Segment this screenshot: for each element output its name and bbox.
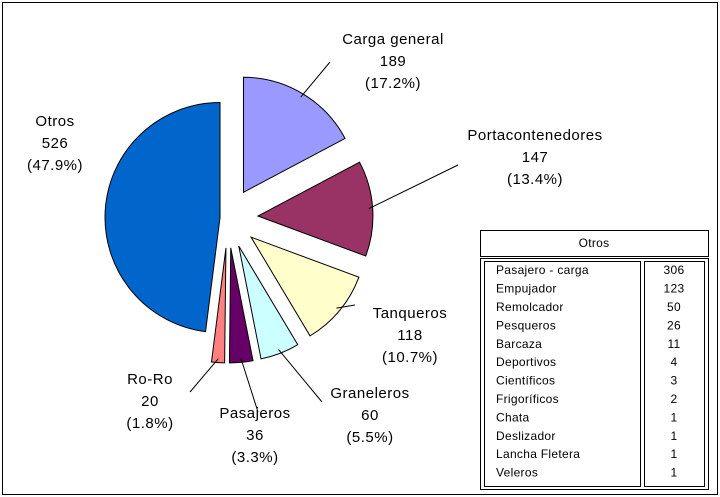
table-cell: Lancha Fletera — [496, 447, 580, 461]
table-cell: 4 — [671, 355, 678, 369]
slice-percent: (1.8%) — [126, 415, 173, 432]
table-title-box — [480, 230, 709, 257]
table-cell: Frigoríficos — [496, 392, 559, 406]
leader-line — [240, 358, 259, 413]
table-cell: 1 — [671, 466, 678, 480]
slice-value: 118 — [397, 327, 422, 344]
leader-line — [368, 164, 459, 210]
leader-line — [336, 304, 356, 309]
table-cell: Remolcador — [496, 300, 564, 314]
slice-label: Tanqueros — [373, 305, 448, 322]
table-name-column — [484, 261, 641, 487]
slice-percent: (5.5%) — [346, 429, 393, 446]
table-cell: Barcaza — [496, 337, 542, 351]
slice-percent: (10.7%) — [382, 349, 438, 366]
table-cell: 1 — [671, 429, 678, 443]
pie-slice — [242, 76, 346, 194]
pie-slice — [228, 247, 254, 364]
slice-label: Otros — [35, 113, 74, 130]
table-box — [480, 258, 709, 490]
table-value-column — [644, 261, 705, 487]
table-cell: 3 — [671, 374, 678, 388]
slice-label: Carga general — [342, 31, 444, 48]
table-cell: 11 — [667, 337, 680, 351]
table-cell: Pesqueros — [496, 318, 556, 332]
table-cell: 306 — [664, 263, 685, 277]
slice-value: 526 — [42, 135, 69, 152]
slice-value: 189 — [380, 53, 407, 70]
table-cell: Veleros — [496, 466, 538, 480]
table-cell: Deportivos — [496, 355, 556, 369]
table-cell: 123 — [664, 282, 685, 296]
leader-line — [278, 349, 323, 403]
table-cell: Chata — [496, 410, 530, 424]
slice-value: 147 — [522, 149, 549, 166]
table-cell: 26 — [667, 318, 681, 332]
slice-label: Pasajeros — [219, 405, 290, 422]
leader-line — [300, 61, 331, 98]
slice-label: Portacontenedores — [467, 127, 602, 144]
slice-value: 20 — [141, 393, 159, 410]
pie-slice — [256, 161, 374, 257]
table-cell: 50 — [667, 300, 681, 314]
table-cell: Deslizador — [496, 429, 556, 443]
leader-line — [189, 358, 219, 393]
table-title: Otros — [579, 236, 610, 250]
slice-percent: (47.9%) — [27, 157, 83, 174]
pie-slice — [238, 245, 299, 360]
slice-percent: (3.3%) — [231, 449, 278, 466]
slice-label: Graneleros — [330, 385, 409, 402]
table-cell: 2 — [671, 392, 678, 406]
table-cell: 1 — [671, 447, 678, 461]
slice-percent: (17.2%) — [365, 75, 421, 92]
pie-slice — [104, 101, 221, 333]
table-cell: 1 — [671, 410, 678, 424]
slice-value: 36 — [246, 427, 264, 444]
pie-slice — [249, 236, 360, 337]
table-cell: Pasajero - carga — [496, 263, 589, 277]
table-cell: Científicos — [496, 374, 555, 388]
table-cell: Empujador — [496, 282, 557, 296]
pie-slice — [210, 247, 227, 364]
slice-label: Ro-Ro — [127, 371, 173, 388]
slice-percent: (13.4%) — [507, 171, 563, 188]
slice-value: 60 — [361, 407, 379, 424]
